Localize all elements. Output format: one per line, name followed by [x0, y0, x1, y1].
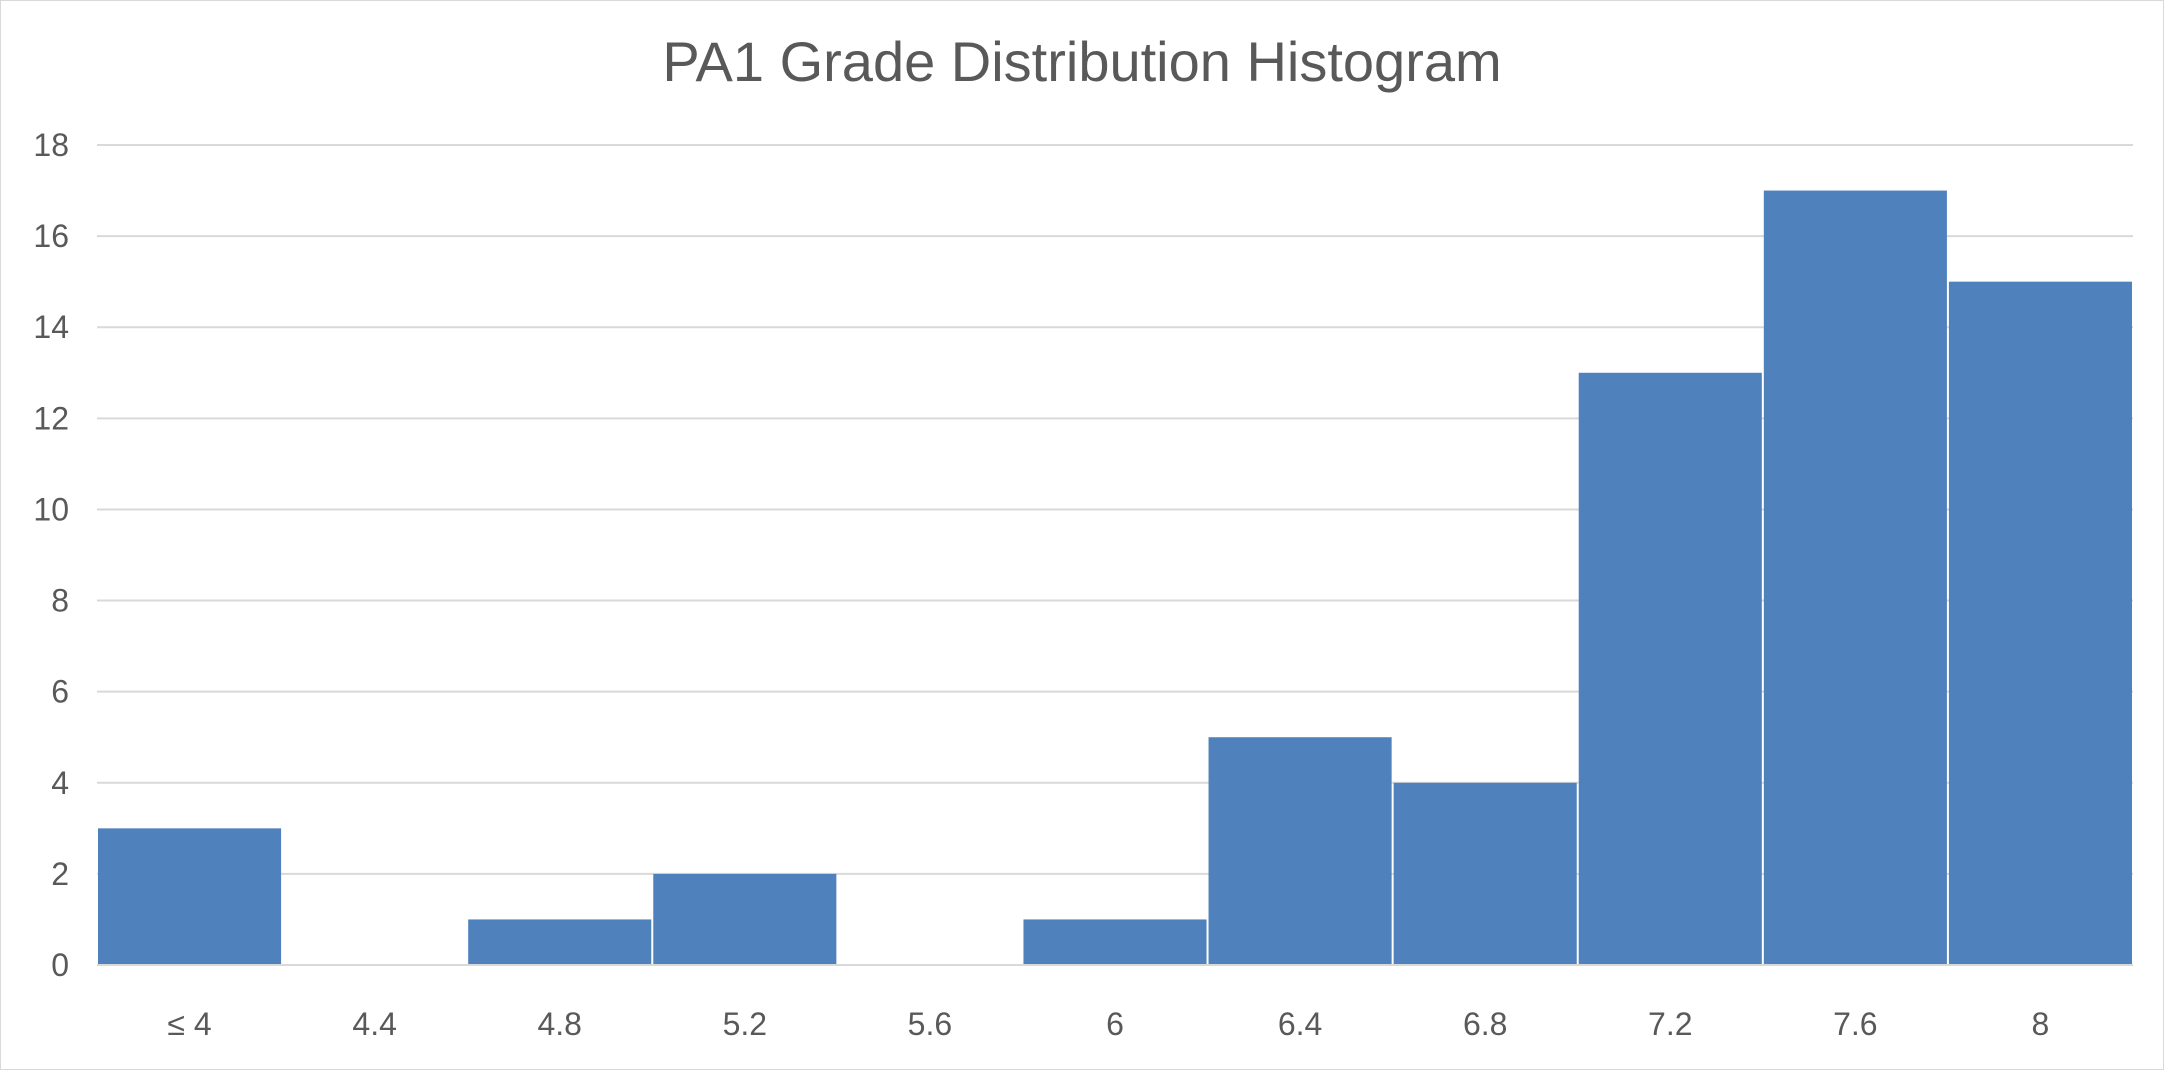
y-tick-label: 18 — [33, 127, 69, 163]
y-tick-label: 2 — [51, 856, 69, 892]
x-tick-label: 5.6 — [908, 1006, 952, 1042]
bar-9 — [1763, 190, 1947, 966]
y-tick-labels: 0 2 4 6 8 10 12 14 16 18 — [33, 127, 69, 983]
x-tick-label: 6.8 — [1463, 1006, 1507, 1042]
x-tick-label: 4.8 — [537, 1006, 581, 1042]
x-tick-label: 7.2 — [1648, 1006, 1692, 1042]
bar-6 — [1208, 737, 1392, 965]
y-tick-label: 4 — [51, 765, 69, 801]
y-tick-label: 14 — [33, 309, 69, 345]
y-tick-label: 16 — [33, 218, 69, 254]
bar-5 — [1023, 919, 1207, 965]
bar-0 — [98, 828, 282, 965]
x-tick-label: ≤ 4 — [167, 1006, 211, 1042]
bar-7 — [1393, 782, 1577, 965]
x-tick-label: 4.4 — [352, 1006, 396, 1042]
bars — [98, 190, 2132, 966]
x-tick-label: 6.4 — [1278, 1006, 1322, 1042]
y-tick-label: 10 — [33, 491, 69, 527]
bar-2 — [468, 919, 652, 965]
bar-3 — [653, 873, 837, 965]
bar-10 — [1948, 281, 2132, 966]
x-tick-labels: ≤ 4 4.4 4.8 5.2 5.6 6 6.4 6.8 7.2 7.6 8 — [167, 1006, 2049, 1042]
x-tick-label: 6 — [1106, 1006, 1124, 1042]
y-tick-label: 0 — [51, 947, 69, 983]
y-tick-label: 12 — [33, 400, 69, 436]
x-tick-label: 8 — [2032, 1006, 2050, 1042]
bar-8 — [1578, 372, 1762, 965]
y-tick-label: 8 — [51, 583, 69, 619]
x-tick-label: 5.2 — [723, 1006, 767, 1042]
x-tick-label: 7.6 — [1833, 1006, 1877, 1042]
chart-title: PA1 Grade Distribution Histogram — [662, 30, 1502, 93]
y-tick-label: 6 — [51, 674, 69, 710]
